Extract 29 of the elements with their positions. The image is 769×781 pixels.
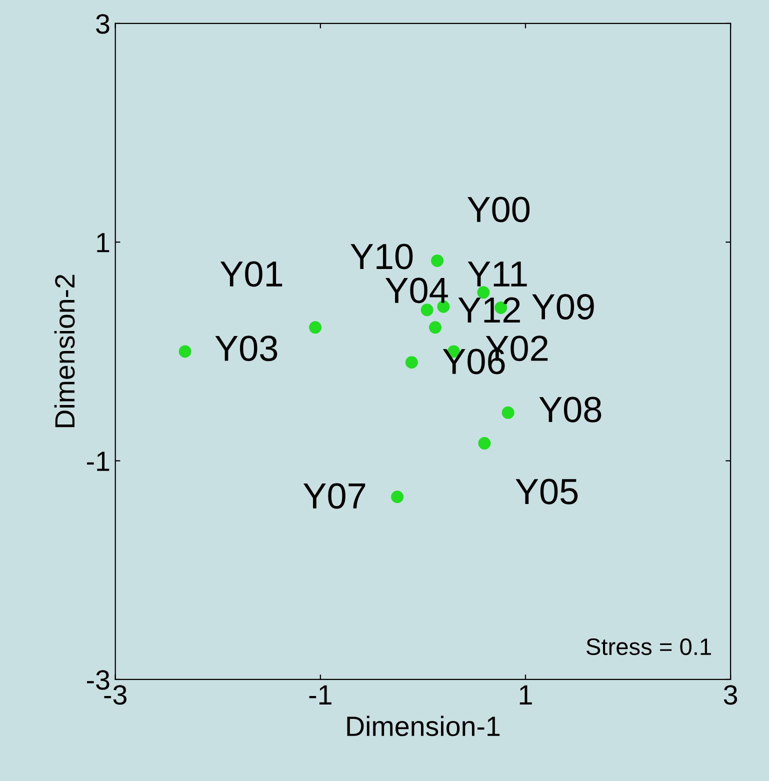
y-tick-label: 3 (96, 14, 110, 34)
annotation: Y00 (467, 196, 530, 222)
point (478, 437, 491, 450)
point (420, 304, 434, 316)
y-axis-title: Dimension-2 (54, 274, 75, 428)
annotation: Y11 (468, 262, 527, 286)
point (391, 490, 404, 504)
y-tick-label: -1 (87, 452, 110, 471)
annotation: Stress = 0.1 (586, 638, 711, 656)
annotation: Y04 (385, 278, 448, 304)
point (309, 321, 322, 334)
point (429, 321, 442, 334)
annotation: Y07 (303, 483, 366, 509)
annotation: Y03 (215, 336, 278, 362)
x-tick-label: -1 (309, 685, 332, 704)
y-tick-label: 1 (97, 233, 110, 252)
x-axis-title: Dimension-1 (347, 716, 500, 736)
point (502, 406, 514, 419)
annotation: Y05 (516, 478, 578, 504)
annotation: Y08 (539, 396, 602, 422)
point (431, 254, 444, 267)
x-tick-label: 1 (520, 685, 532, 704)
point (178, 345, 192, 358)
x-tick-label: 3 (724, 685, 738, 705)
annotation: Y12 (458, 297, 520, 323)
annotation: Y09 (532, 294, 594, 320)
annotation: Y10 (350, 244, 413, 270)
point (405, 356, 418, 369)
annotation: Y01 (220, 261, 282, 287)
